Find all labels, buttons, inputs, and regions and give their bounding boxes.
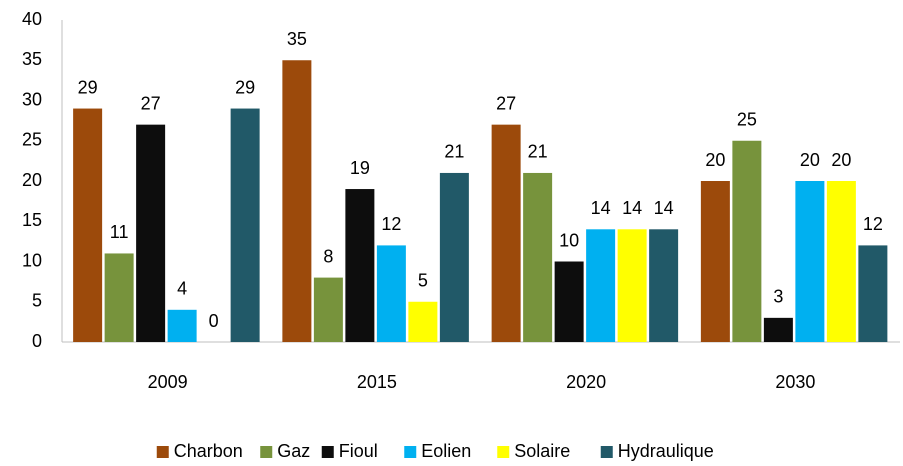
y-tick-label: 30: [22, 89, 42, 109]
bar: [104, 253, 134, 342]
data-label: 12: [381, 214, 401, 234]
bar: [167, 309, 197, 342]
bar: [763, 317, 793, 342]
bar: [795, 181, 825, 342]
bar: [732, 140, 762, 342]
bar: [586, 229, 616, 342]
data-label: 11: [110, 222, 129, 242]
y-tick-label: 0: [32, 331, 42, 351]
bar: [313, 277, 343, 342]
data-label: 25: [737, 110, 757, 130]
x-tick-label: 2009: [148, 372, 188, 392]
bar: [345, 189, 375, 342]
legend-swatch: [321, 446, 334, 458]
data-label: 21: [444, 142, 464, 162]
data-label: 3: [773, 287, 783, 307]
data-label: 5: [418, 271, 428, 291]
bar: [523, 172, 553, 342]
bar: [649, 229, 679, 342]
legend-swatch: [156, 446, 169, 458]
data-label: 8: [323, 246, 333, 266]
y-tick-label: 40: [22, 9, 42, 29]
data-label: 0: [209, 311, 219, 331]
legend-label: Eolien: [421, 441, 471, 461]
bar: [826, 181, 856, 342]
data-label: 4: [177, 279, 187, 299]
data-label: 20: [800, 150, 820, 170]
legend-swatch: [260, 446, 273, 458]
y-tick-label: 20: [22, 170, 42, 190]
y-tick-label: 15: [22, 210, 42, 230]
data-label: 21: [528, 142, 548, 162]
data-label: 29: [235, 77, 255, 97]
bar: [136, 124, 166, 343]
bar: [230, 108, 260, 342]
x-tick-label: 2020: [566, 372, 606, 392]
data-label: 14: [591, 198, 611, 218]
y-tick-label: 5: [32, 291, 42, 311]
data-label: 14: [654, 198, 674, 218]
bar: [858, 245, 888, 342]
bar: [700, 181, 730, 342]
legend-label: Gaz: [277, 441, 310, 461]
legend-label: Charbon: [174, 441, 243, 461]
legend-label: Hydraulique: [618, 441, 714, 461]
legend-label: Fioul: [339, 441, 378, 461]
data-label: 14: [622, 198, 642, 218]
bar: [554, 261, 584, 342]
legend-label: Solaire: [514, 441, 570, 461]
bar: [282, 60, 312, 342]
y-tick-label: 35: [22, 49, 42, 69]
x-tick-label: 2030: [775, 372, 815, 392]
legend-swatch: [497, 446, 510, 458]
data-label: 12: [863, 214, 883, 234]
bar: [73, 108, 103, 342]
bar: [491, 124, 521, 343]
legend-swatch: [404, 446, 417, 458]
data-label: 27: [141, 93, 161, 113]
data-label: 27: [496, 93, 516, 113]
data-label: 35: [287, 29, 307, 49]
bar: [408, 301, 438, 342]
data-label: 10: [559, 230, 579, 250]
bar: [617, 229, 647, 342]
data-label: 29: [78, 77, 98, 97]
legend-swatch: [600, 446, 613, 458]
x-tick-label: 2015: [357, 372, 397, 392]
y-tick-label: 10: [22, 250, 42, 270]
y-tick-label: 25: [22, 130, 42, 150]
data-label: 20: [705, 150, 725, 170]
data-label: 20: [831, 150, 851, 170]
bar: [376, 245, 406, 342]
data-label: 19: [350, 158, 370, 178]
bar: [439, 172, 469, 342]
